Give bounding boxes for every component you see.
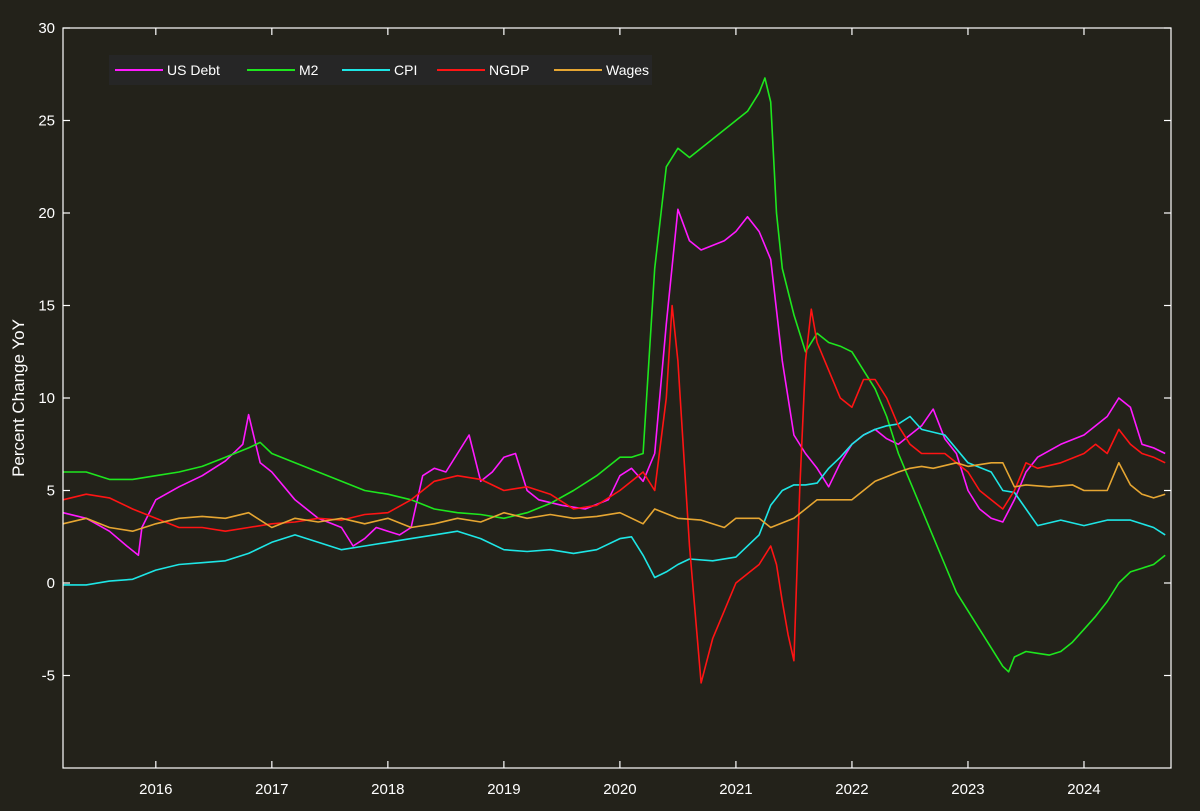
y-axis-title: Percent Change YoY: [9, 319, 28, 477]
x-tick-label: 2018: [371, 781, 404, 798]
y-tick-label: 5: [47, 483, 55, 500]
legend-label-cpi: CPI: [394, 62, 417, 78]
legend-label-wages: Wages: [606, 62, 649, 78]
y-tick-label: -5: [42, 668, 55, 685]
plot-area: [63, 28, 1171, 768]
x-tick-label: 2023: [951, 781, 984, 798]
x-tick-label: 2019: [487, 781, 520, 798]
x-tick-label: 2016: [139, 781, 172, 798]
legend-label-us-debt: US Debt: [167, 62, 220, 78]
y-tick-label: 0: [47, 575, 55, 592]
x-tick-label: 2022: [835, 781, 868, 798]
x-tick-label: 2020: [603, 781, 636, 798]
x-tick-label: 2017: [255, 781, 288, 798]
x-tick-label: 2021: [719, 781, 752, 798]
legend-label-ngdp: NGDP: [489, 62, 529, 78]
x-tick-label: 2024: [1067, 781, 1100, 798]
y-tick-label: 20: [38, 205, 55, 222]
legend-label-m2: M2: [299, 62, 319, 78]
y-tick-label: 10: [38, 390, 55, 407]
y-tick-label: 15: [38, 298, 55, 315]
legend: US Debt M2 CPI NGDP Wages: [109, 55, 652, 85]
y-tick-label: 30: [38, 20, 55, 37]
y-tick-label: 25: [38, 113, 55, 130]
